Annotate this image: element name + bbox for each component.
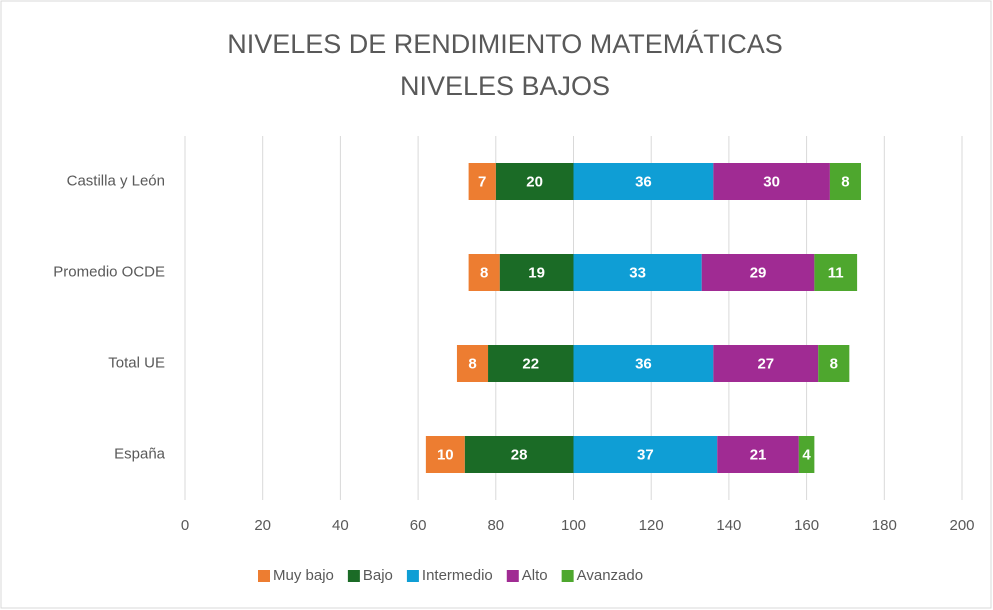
value-label: 20 [526, 173, 543, 190]
value-label: 22 [522, 355, 539, 372]
value-label: 36 [635, 355, 652, 372]
value-label: 7 [478, 173, 486, 190]
bar-segment [701, 254, 815, 291]
y-tick-label: España [114, 445, 166, 462]
value-label: 19 [528, 264, 545, 281]
bar-segment [573, 345, 714, 382]
value-label: 36 [635, 173, 652, 190]
y-tick-label: Promedio OCDE [53, 263, 165, 280]
x-tick-label: 200 [949, 517, 974, 534]
bar-segment [495, 163, 574, 200]
bar-segment [818, 345, 850, 382]
legend-label: Alto [522, 567, 548, 584]
bar-segment [425, 436, 465, 473]
x-tick-label: 40 [332, 517, 349, 534]
legend-swatch [506, 570, 519, 582]
x-tick-label: 60 [410, 517, 427, 534]
bar-segment [814, 254, 858, 291]
bar-segment [717, 436, 799, 473]
legend-label: Muy bajo [273, 567, 334, 584]
y-tick-label: Castilla y León [67, 172, 165, 189]
bar-segment [488, 345, 574, 382]
bar-segment [573, 254, 702, 291]
x-tick-label: 180 [872, 517, 897, 534]
bar-segment [798, 436, 815, 473]
legend-swatch [561, 570, 574, 582]
value-label: 8 [480, 264, 488, 281]
value-label: 10 [437, 446, 454, 463]
value-label: 28 [511, 446, 528, 463]
bar-segment [464, 436, 574, 473]
value-label: 11 [828, 264, 844, 281]
chart-subtitle: NIVELES BAJOS [400, 71, 610, 101]
value-label: 4 [802, 446, 811, 463]
bar-segment [468, 254, 500, 291]
x-tick-label: 0 [181, 517, 189, 534]
legend-swatch [258, 570, 270, 582]
legend-label: Bajo [363, 567, 393, 584]
legend-label: Avanzado [577, 567, 643, 584]
bar-segment [713, 163, 830, 200]
bar-segment [456, 345, 489, 382]
value-label: 29 [750, 264, 767, 281]
x-tick-label: 20 [254, 517, 271, 534]
legend-swatch [406, 570, 419, 582]
value-label: 8 [830, 355, 838, 372]
bar-segment [829, 163, 861, 200]
y-tick-label: Total UE [108, 354, 165, 371]
x-tick-label: 160 [794, 517, 819, 534]
bar-segment [713, 345, 819, 382]
chart-title: NIVELES DE RENDIMIENTO MATEMÁTICAS [227, 29, 783, 59]
bar-segment [573, 436, 718, 473]
value-label: 27 [757, 355, 774, 372]
bar-segment [573, 163, 714, 200]
x-tick-label: 80 [487, 517, 504, 534]
bar-segment [499, 254, 574, 291]
value-label: 21 [750, 446, 767, 463]
x-tick-label: 100 [561, 517, 586, 534]
value-label: 33 [629, 264, 646, 281]
value-label: 30 [763, 173, 780, 190]
legend-swatch [347, 570, 360, 582]
bar-segment [468, 163, 496, 200]
value-label: 8 [841, 173, 849, 190]
x-tick-label: 120 [639, 517, 664, 534]
x-tick-label: 140 [716, 517, 741, 534]
legend-label: Intermedio [422, 567, 493, 584]
value-label: 37 [637, 446, 654, 463]
value-label: 8 [468, 355, 476, 372]
